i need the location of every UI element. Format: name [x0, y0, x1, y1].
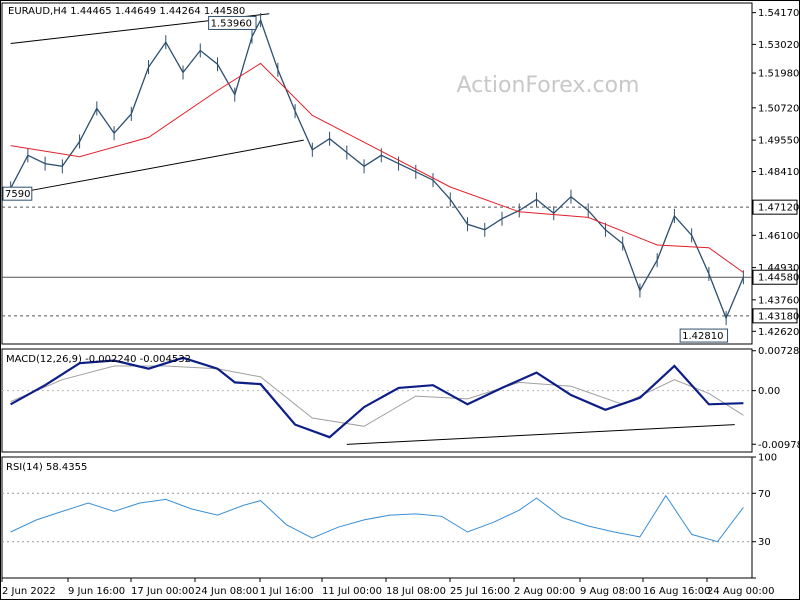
level-box — [752, 308, 798, 324]
macd-panel: 0.007282 0.00 -0.009787 — [2, 346, 800, 451]
price-title: EURAUD,H4 1.44465 1.44649 1.44264 1.4458… — [8, 6, 245, 17]
macd-tick-label: 0.00 — [758, 386, 780, 397]
price-tick-label: 1.53020 — [758, 40, 799, 51]
time-tick-label: 25 Jul 16:00 — [450, 586, 510, 597]
macd-trendline — [346, 424, 735, 445]
price-tick-label: 1.50720 — [758, 103, 799, 114]
macd-line — [10, 356, 744, 439]
price-trendline — [10, 139, 304, 195]
time-tick-label: 24 Jun 08:00 — [195, 586, 259, 597]
time-tick-label: 2 Jun 2022 — [2, 586, 56, 597]
level-box — [752, 269, 798, 285]
time-tick-label: 11 Jul 00:00 — [322, 586, 382, 597]
price-series-line — [10, 18, 744, 320]
time-tick-label: 9 Aug 08:00 — [580, 586, 641, 597]
time-axis: 2 Jun 2022 9 Jun 16:00 17 Jun 00:00 24 Jun … — [1, 578, 774, 597]
time-tick-label: 9 Jun 16:00 — [68, 586, 125, 597]
annotation-box — [679, 328, 729, 343]
price-tick-label: 1.42620 — [758, 327, 799, 338]
annotation-label: 7590 — [5, 189, 30, 200]
time-tick-label: 1 Jul 16:00 — [260, 586, 314, 597]
rsi-line — [10, 494, 744, 543]
level-label: 1.44580 — [758, 273, 799, 284]
time-tick-label: 17 Jun 00:00 — [131, 586, 195, 597]
rsi-panel: 100 70 30 — [2, 453, 777, 579]
level-label: 1.43180 — [758, 311, 799, 322]
time-tick-label: 2 Aug 00:00 — [514, 586, 575, 597]
macd-title: MACD(12,26,9) -0.002240 -0.004532 — [6, 354, 191, 365]
time-tick-label: 24 Aug 00:00 — [707, 586, 774, 597]
rsi-tick-label: 100 — [758, 453, 777, 464]
macd-tick-label: 0.007282 — [758, 346, 800, 357]
rsi-title: RSI(14) 58.4355 — [6, 462, 87, 473]
rsi-frame — [1, 456, 753, 579]
price-tick-label: 1.54170 — [758, 8, 799, 19]
main-frame — [1, 2, 753, 345]
time-tick-label: 16 Aug 16:00 — [643, 586, 710, 597]
price-tick-label: 1.49550 — [758, 136, 799, 147]
macd-tick-label: -0.009787 — [758, 440, 800, 451]
time-tick-label: 18 Jul 08:00 — [386, 586, 446, 597]
annotation-label: 1.42810 — [682, 331, 723, 342]
macd-signal-line — [10, 365, 744, 427]
macd-frame — [1, 348, 753, 453]
level-label: 1.47120 — [758, 203, 799, 214]
price-tick-label: 1.48410 — [758, 167, 799, 178]
annotation-box — [208, 15, 257, 30]
rsi-tick-label: 30 — [758, 537, 771, 548]
price-tick-label: 1.46100 — [758, 231, 799, 242]
sma-line — [10, 62, 744, 273]
price-tick-label: 1.43760 — [758, 295, 799, 306]
annotation-label: 1.53960 — [211, 18, 252, 29]
rsi-tick-label: 70 — [758, 489, 771, 500]
price-tick-label: 1.51980 — [758, 69, 799, 80]
price-panel: 1.54170 1.53020 1.51980 1.50720 1.49550 1.484… — [2, 8, 799, 343]
level-box — [752, 199, 798, 215]
annotation-box — [2, 186, 33, 201]
watermark: ActionForex.com — [457, 73, 640, 98]
price-tick-label: 1.44930 — [758, 263, 799, 274]
